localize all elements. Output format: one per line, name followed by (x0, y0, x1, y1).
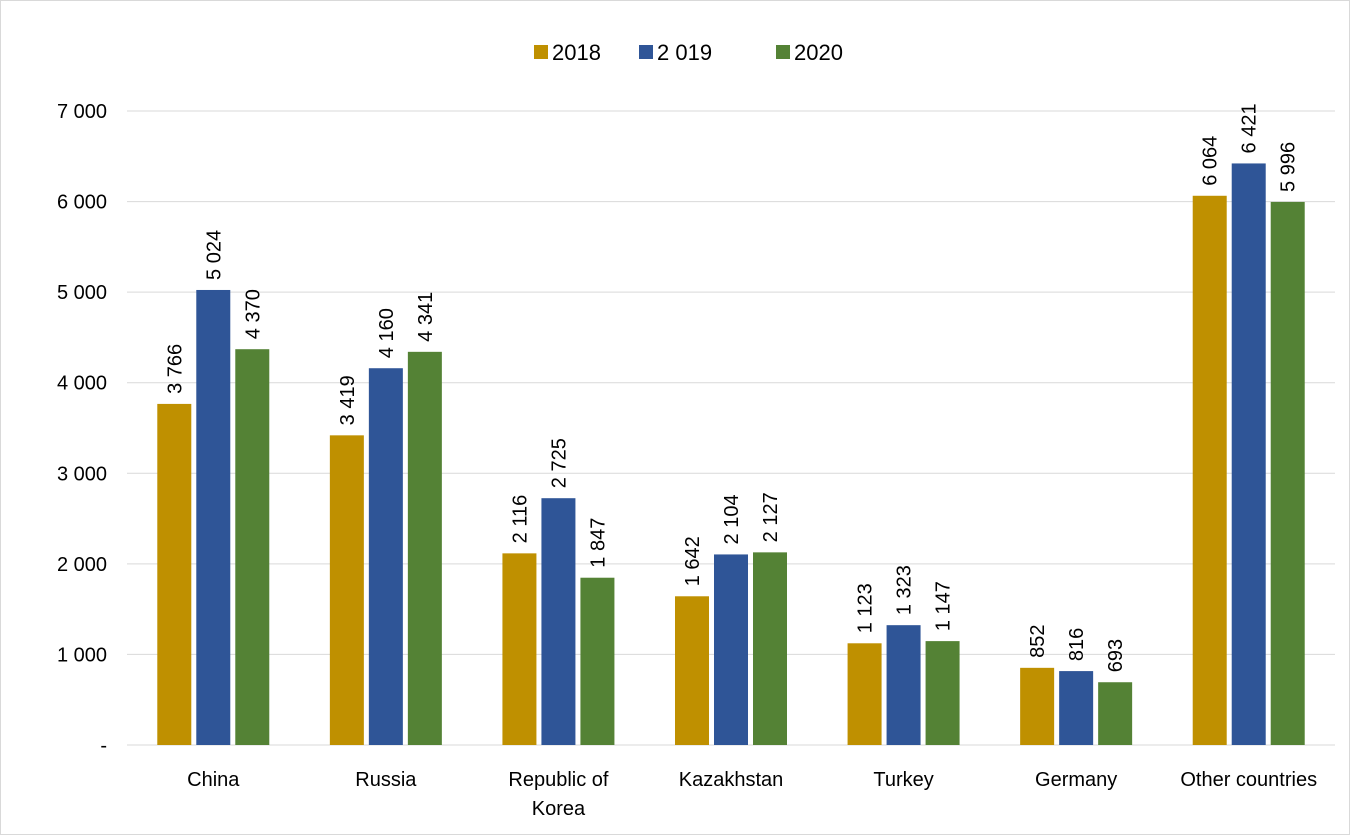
x-tick-label: Turkey (873, 769, 933, 791)
bar (157, 404, 191, 745)
y-tick-label: 3 000 (57, 463, 107, 485)
data-label: 3 766 (164, 344, 186, 394)
data-label: 852 (1027, 624, 1049, 657)
y-axis: - 1 000 2 000 3 000 4 000 5 000 6 000 7 000 (57, 101, 107, 757)
data-label: 5 024 (203, 230, 225, 280)
y-tick-label: 1 000 (57, 644, 107, 666)
legend-label: 2018 (552, 40, 601, 65)
bar (369, 368, 403, 745)
bar (926, 641, 960, 745)
x-tick-label: Korea (532, 798, 586, 820)
bar (330, 435, 364, 745)
data-label: 6 421 (1239, 103, 1261, 153)
data-label: 3 419 (337, 375, 359, 425)
x-tick-label: Kazakhstan (679, 769, 784, 791)
y-tick-label: 5 000 (57, 282, 107, 304)
legend-label: 2 019 (657, 40, 712, 65)
bar (580, 578, 614, 745)
bar (1020, 668, 1054, 745)
data-label: 1 123 (855, 583, 877, 633)
bar (887, 625, 921, 745)
legend-label: 2020 (794, 40, 843, 65)
data-label: 2 127 (760, 492, 782, 542)
data-label: 1 323 (894, 565, 916, 615)
data-label: 6 064 (1200, 136, 1222, 186)
bar (1271, 202, 1305, 745)
x-tick-label: Russia (355, 769, 417, 791)
data-label: 5 996 (1278, 142, 1300, 192)
data-label: 2 116 (509, 495, 531, 544)
legend-swatch (776, 45, 790, 59)
y-tick-label: 6 000 (57, 192, 107, 214)
data-label: 1 147 (933, 581, 955, 631)
bar (1193, 196, 1227, 745)
bar (848, 643, 882, 745)
bar (753, 552, 787, 745)
bar (1098, 682, 1132, 745)
data-label: 1 642 (682, 536, 704, 586)
x-tick-label: China (187, 769, 240, 791)
data-label: 2 104 (721, 494, 743, 544)
data-label: 4 370 (242, 289, 264, 339)
data-label: 2 725 (548, 438, 570, 488)
y-tick-label: 7 000 (57, 101, 107, 123)
legend-swatch (534, 45, 548, 59)
y-tick-label: 4 000 (57, 373, 107, 395)
bar (408, 352, 442, 745)
x-tick-label: Republic of (508, 769, 609, 791)
bar (714, 554, 748, 745)
bar (196, 290, 230, 745)
data-label: 4 160 (376, 308, 398, 358)
legend-swatch (639, 45, 653, 59)
y-tick-label: 2 000 (57, 554, 107, 576)
x-tick-label: Germany (1035, 769, 1117, 791)
bar (1059, 671, 1093, 745)
bar (235, 349, 269, 745)
bars (157, 163, 1304, 745)
y-tick-label: - (100, 735, 107, 757)
bar (675, 596, 709, 745)
bar (502, 553, 536, 745)
legend: 2018 2 019 2020 (534, 40, 843, 65)
bar (541, 498, 575, 745)
data-label: 816 (1066, 628, 1088, 661)
data-label: 693 (1105, 639, 1127, 672)
x-tick-label: Other countries (1180, 769, 1317, 791)
bar (1232, 163, 1266, 745)
x-axis: China Russia Republic of Korea Kazakhstan Tur… (187, 769, 1317, 820)
data-label: 4 341 (415, 292, 437, 342)
data-label: 1 847 (587, 518, 609, 568)
